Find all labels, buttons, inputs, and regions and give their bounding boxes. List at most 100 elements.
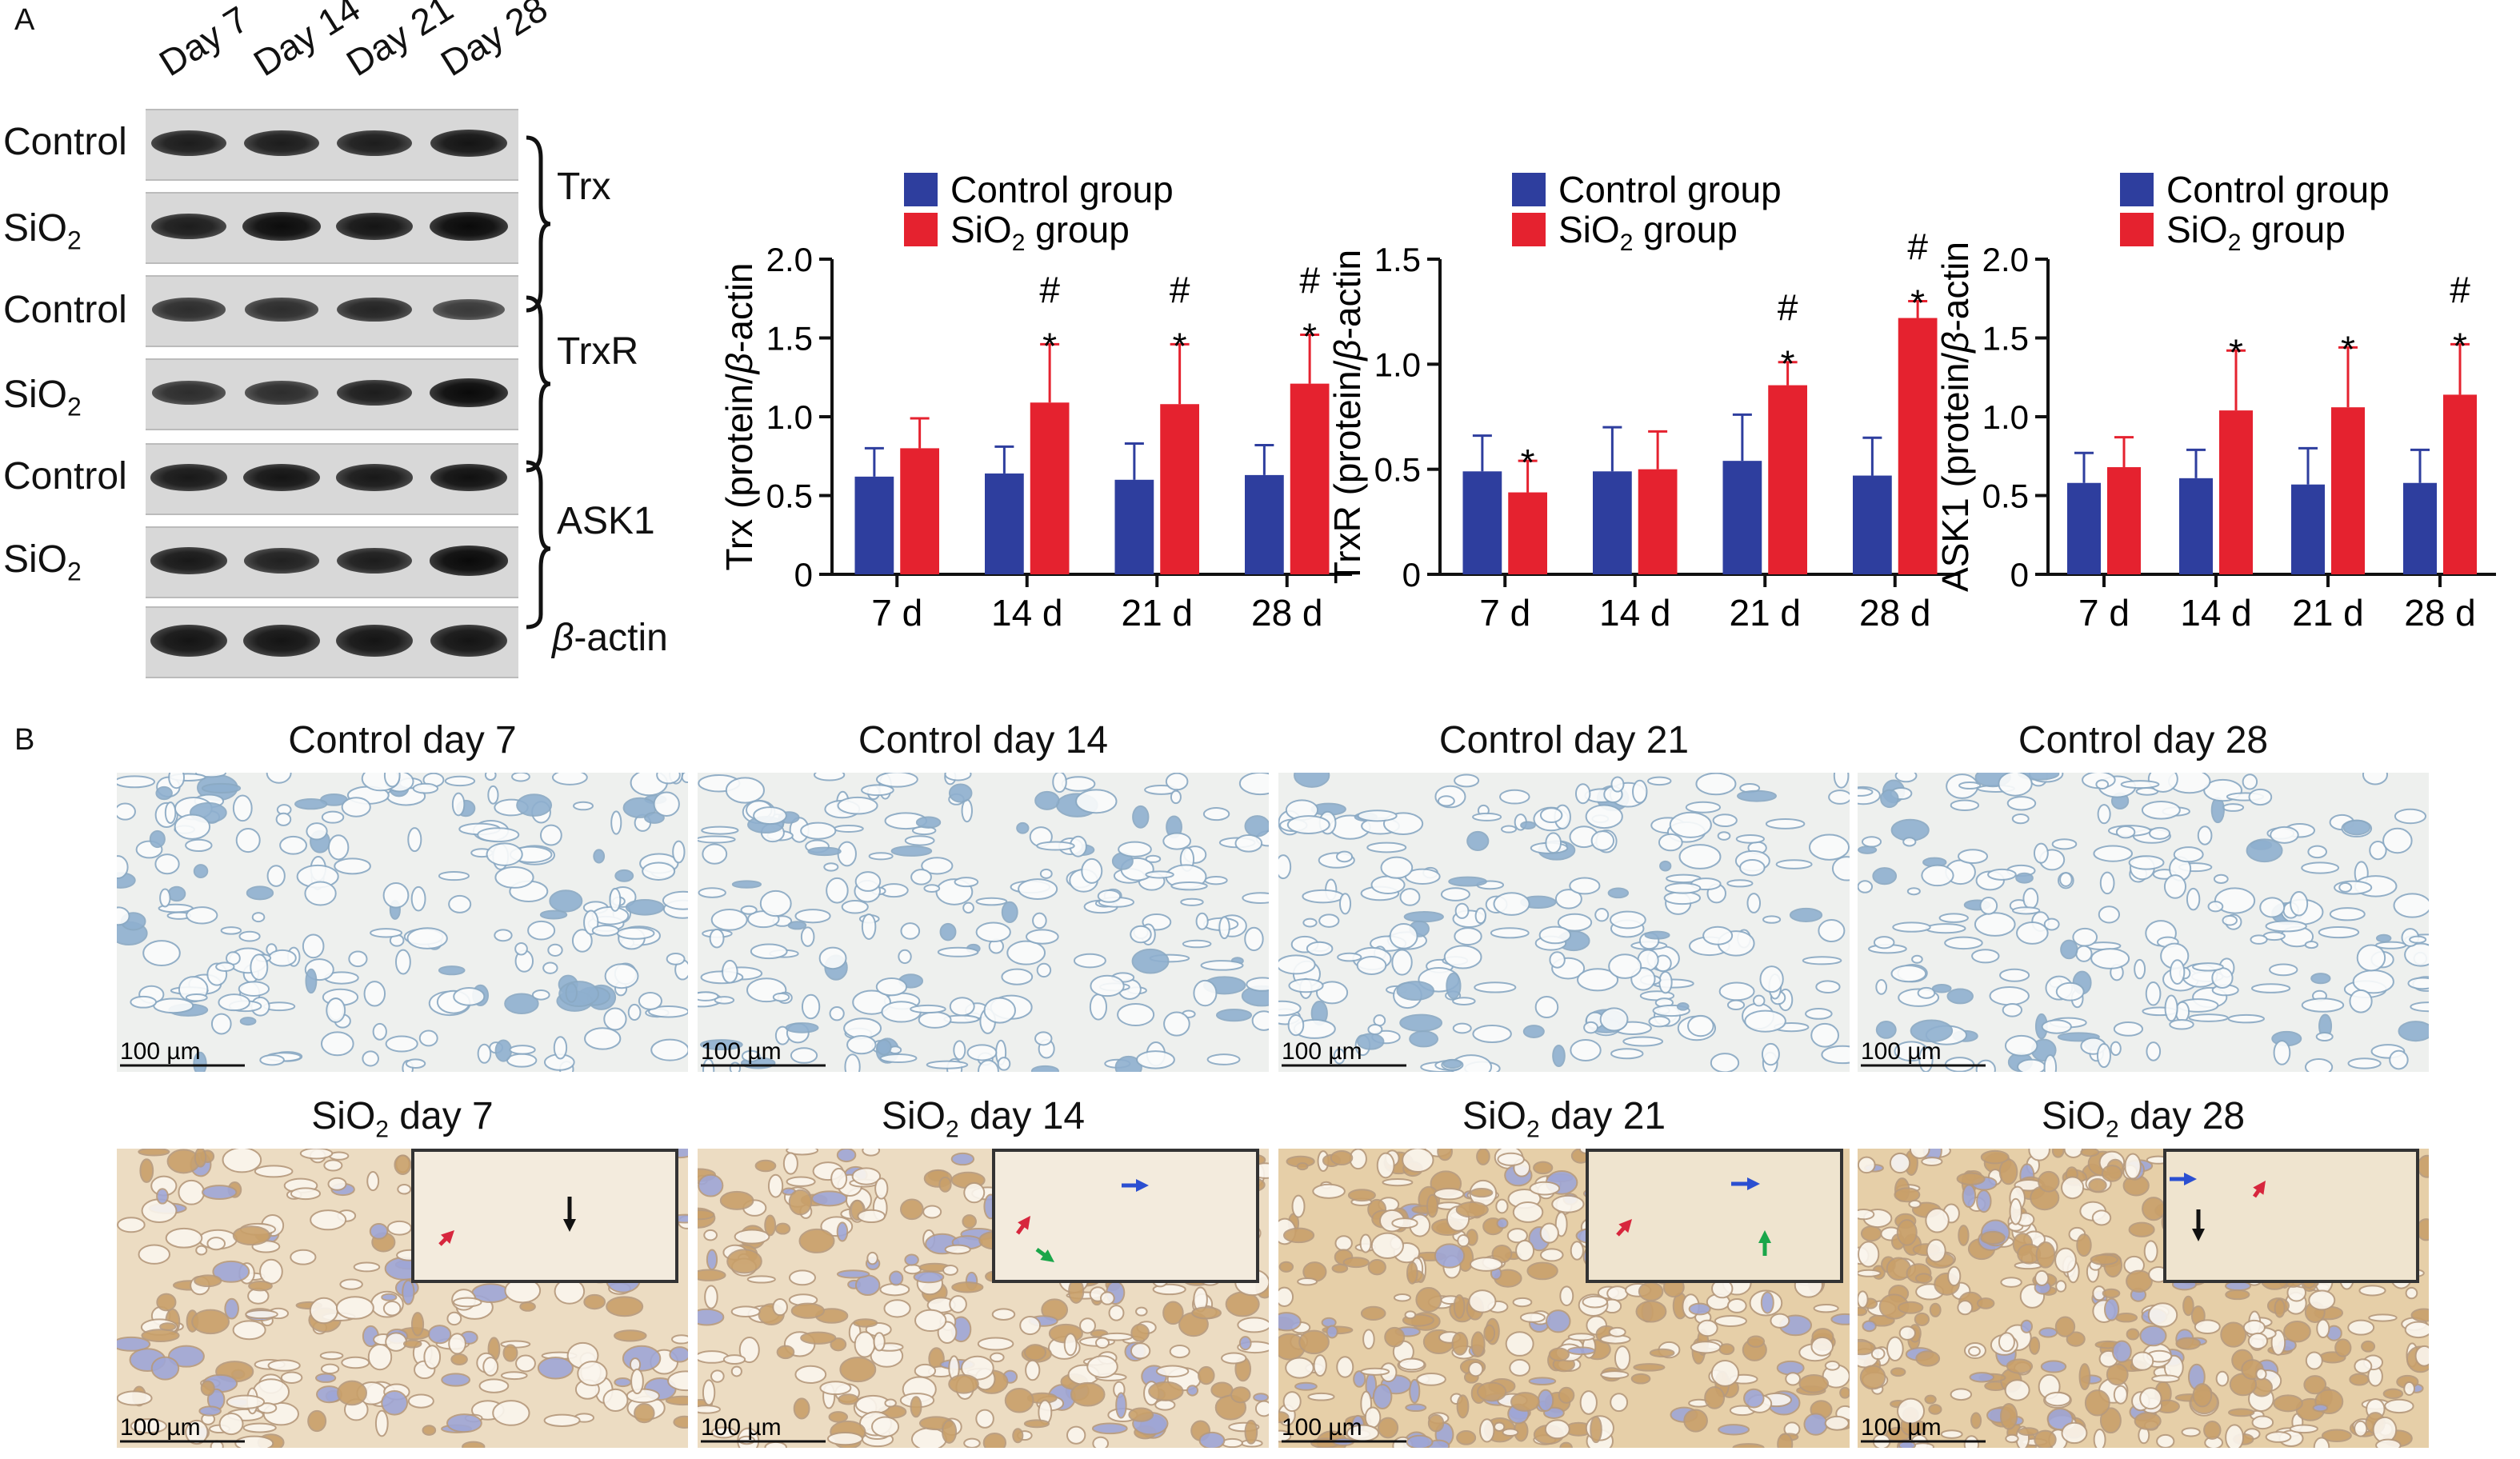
tissue-cell [866,1251,878,1265]
tissue-cell [2115,825,2136,839]
tissue-cell [1493,1421,1506,1432]
tissue-cell [1170,789,1182,805]
tissue-cell [193,1051,207,1072]
blot-band [243,625,320,657]
tissue-cell [625,898,665,916]
tissue-cell [537,1357,574,1380]
tissue-cell [1894,773,1918,783]
tissue-cell [1437,795,1455,807]
tissue-cell [1198,1365,1215,1385]
tissue-cell [1614,1345,1631,1371]
tissue-cell [2097,804,2111,825]
tissue-cell [423,1345,442,1369]
tissue-cell [734,1229,770,1245]
tissue-cell [837,841,857,867]
tissue-cell [1974,912,2016,937]
tissue-cell [1987,868,2017,881]
tissue-cell [754,1159,777,1173]
tissue-cell [2316,1318,2330,1339]
tissue-cell [478,1378,510,1393]
scale-bar-label: 100 µm [701,1414,782,1441]
tissue-cell [234,1435,274,1448]
tissue-cell [386,1220,412,1236]
tissue-cell [801,993,821,1020]
tissue-cell [1777,1433,1794,1448]
tissue-cell [2102,1288,2121,1299]
tissue-cell [1585,804,1623,829]
tissue-cell [1914,1312,1930,1326]
tissue-cell [2040,1360,2067,1373]
tissue-cell [1454,773,1480,788]
tissue-cell [854,871,882,892]
tissue-cell [193,864,209,879]
tissue-cell [130,1418,167,1434]
tissue-cell [2312,1403,2329,1413]
tissue-cell [1610,1393,1629,1413]
tissue-cell [1925,923,1966,934]
tissue-cell [2349,1373,2370,1386]
tissue-cell [786,1149,819,1156]
tissue-cell [1762,915,1782,924]
tissue-cell [1557,913,1593,932]
tissue-cell [862,1149,881,1157]
tissue-cell [604,963,639,989]
tissue-cell [1221,1352,1247,1365]
annotation-arrow [2192,1209,2205,1241]
significance-star: * [1910,282,1925,324]
tissue-cell [235,827,261,853]
tissue-cell [702,843,728,865]
tissue-cell [2090,948,2130,969]
tissue-cell [2096,1043,2111,1069]
tissue-cell [1130,1323,1150,1342]
tissue-cell [1858,1208,1875,1221]
tissue-cell [904,835,935,846]
tissue-cell [1023,1419,1050,1429]
tissue-cell [201,782,242,793]
tissue-cell [1195,912,1209,930]
tissue-cell [942,1264,958,1276]
tissue-cell [648,1005,688,1018]
y-tick-label: 1.0 [1374,346,1421,383]
tissue-cell [1117,1002,1155,1027]
tissue-cell [494,1039,512,1062]
legend-swatch-sio2 [1512,213,1546,246]
tissue-cell [960,1355,994,1381]
tissue-cell [1911,954,1923,964]
tissue-cell [1552,1044,1566,1068]
tissue-cell [1630,1373,1651,1385]
tissue-cell [2113,1385,2128,1405]
y-tick-label: 0 [1402,556,1421,594]
title-sio2-day21: SiO2 day 21 [1462,1095,1666,1143]
tissue-cell [1456,1394,1470,1419]
tissue-cell [394,949,411,975]
tissue-cell [811,1190,848,1207]
tissue-cell [302,933,325,959]
tissue-cell [616,926,655,940]
tissue-cell [1278,954,1316,975]
tissue-cell [794,909,831,924]
tissue-cell [1858,1340,1876,1356]
tissue-cell [698,1405,722,1414]
bar-control [1462,471,1502,574]
tissue-cell [1170,881,1208,891]
tissue-cell [698,835,736,844]
tissue-cell [1938,913,1969,923]
tissue-cell [2061,1176,2085,1200]
tissue-cell [1770,1313,1790,1329]
tissue-cell [1858,1269,1882,1277]
blot-band [150,464,227,491]
tissue-cell [1253,1393,1269,1402]
tissue-cell [750,943,788,960]
tissue-cell [1099,1332,1134,1341]
tissue-cell [2405,1286,2418,1300]
tissue-cell [1752,994,1766,1007]
tissue-cell [714,996,735,1005]
scale-bar-label: 100 µm [120,1414,201,1441]
tissue-cell [2128,1221,2155,1237]
tissue-cell [1415,1286,1442,1313]
tissue-cell [2134,1412,2162,1430]
tissue-cell [1476,1149,1490,1165]
tissue-cell [402,1339,422,1349]
tissue-cell [1278,1261,1294,1273]
tissue-cell [2214,887,2256,914]
